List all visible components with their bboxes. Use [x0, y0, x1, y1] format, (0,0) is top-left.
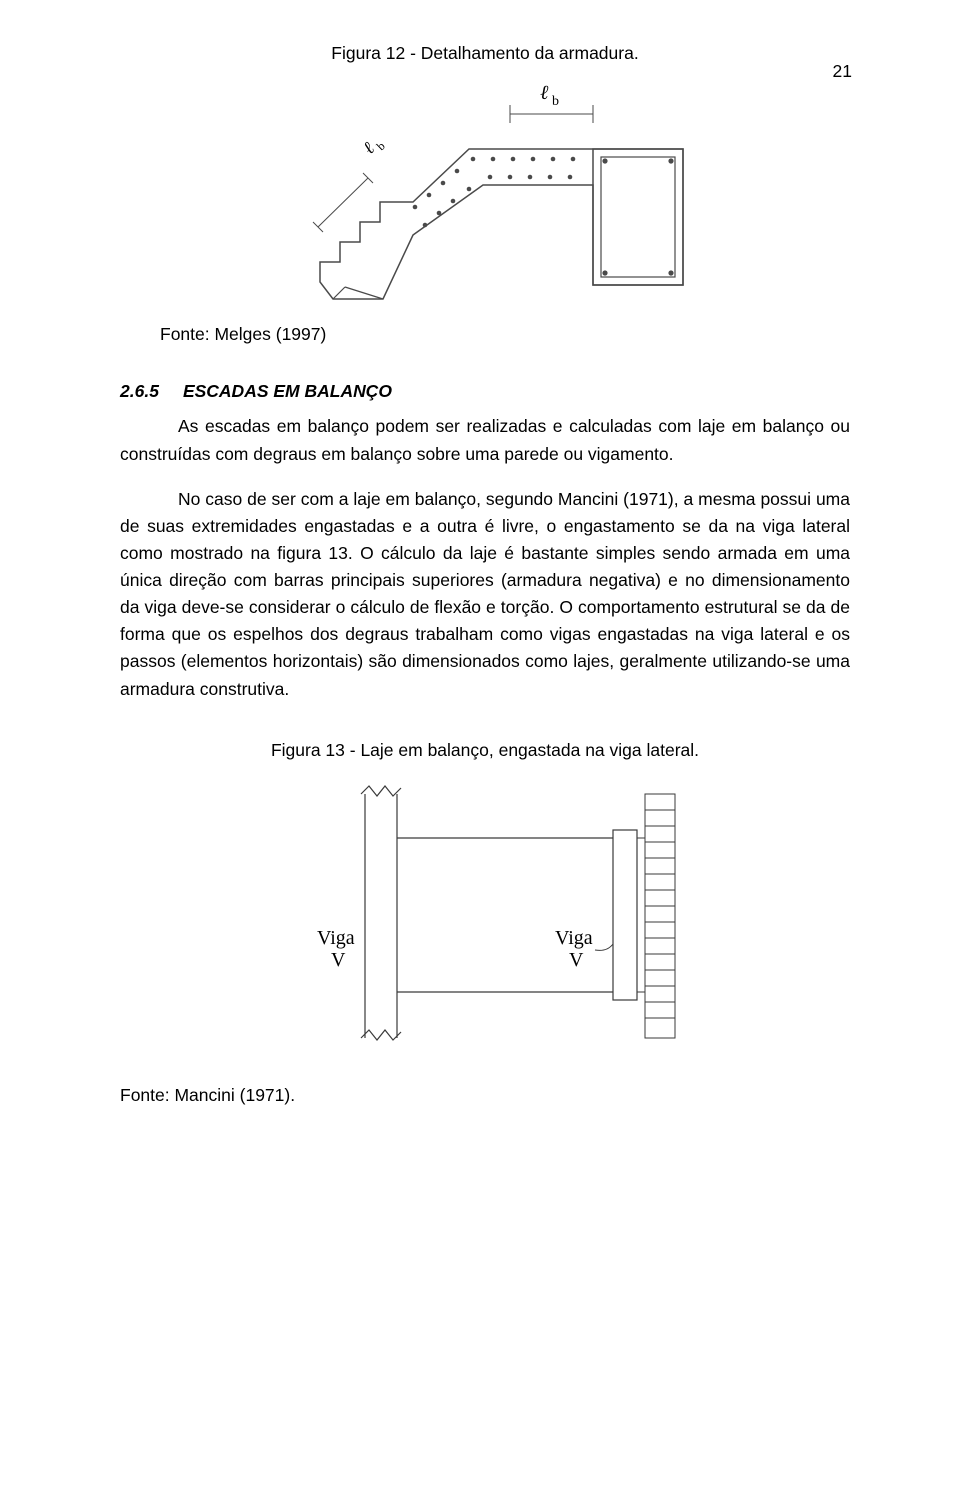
page-number: 21	[833, 58, 852, 85]
figure-12-title: Figura 12 - Detalhamento da armadura.	[120, 40, 850, 67]
figure-13-diagram: Viga V Viga V	[120, 774, 850, 1054]
svg-text:V: V	[331, 949, 346, 971]
paragraph-1: As escadas em balanço podem ser realizad…	[120, 413, 850, 467]
figure-13-title: Figura 13 - Laje em balanço, engastada n…	[120, 737, 850, 764]
figure-12-diagram: ℓ b ℓ b	[120, 77, 850, 307]
svg-text:b: b	[552, 94, 559, 109]
page: 21 Figura 12 - Detalhamento da armadura.…	[0, 40, 960, 1510]
figure-12-source: Fonte: Melges (1997)	[120, 321, 850, 348]
svg-text:V: V	[569, 949, 584, 971]
svg-text:Viga: Viga	[555, 927, 593, 949]
figure-13-source: Fonte: Mancini (1971).	[120, 1082, 850, 1109]
svg-text:ℓ: ℓ	[540, 82, 549, 104]
section-name: ESCADAS EM BALANÇO	[183, 381, 392, 401]
section-heading: 2.6.5 ESCADAS EM BALANÇO	[120, 378, 850, 405]
section-number: 2.6.5	[120, 381, 159, 401]
svg-text:Viga: Viga	[317, 927, 355, 949]
paragraph-2: No caso de ser com a laje em balanço, se…	[120, 486, 850, 703]
